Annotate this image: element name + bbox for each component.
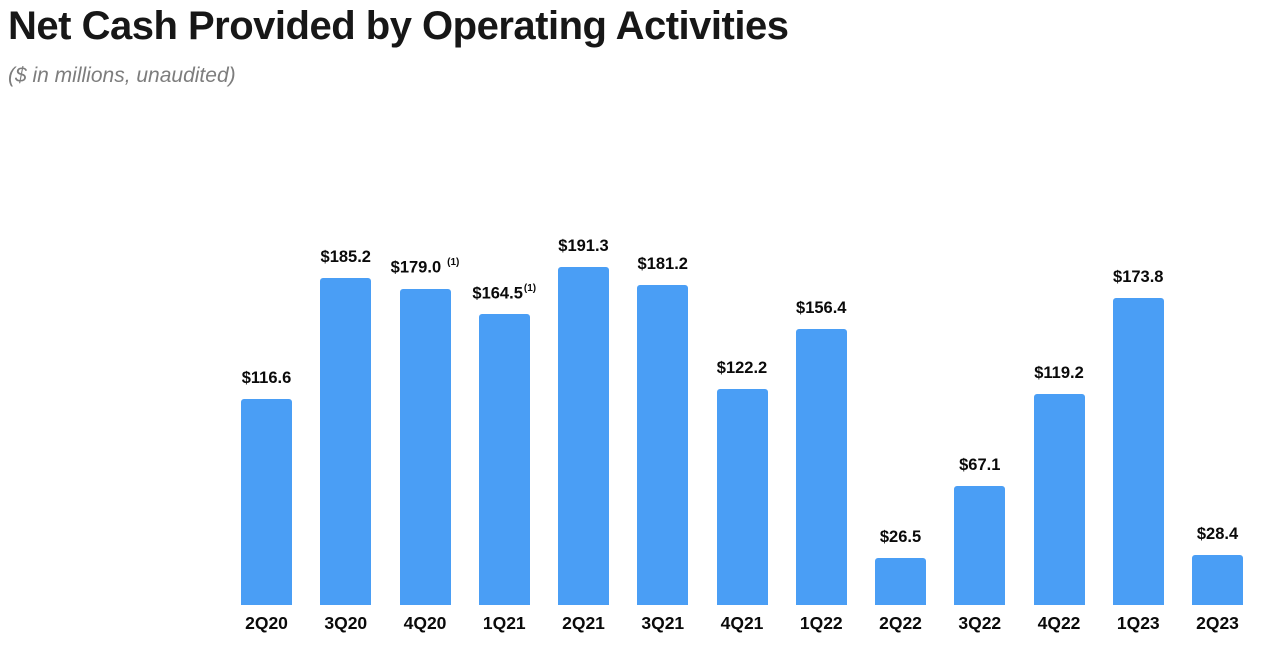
footnote-marker: (1) <box>447 257 460 269</box>
bar <box>558 267 609 605</box>
footnote-marker: (1) <box>523 282 537 294</box>
bar-value-label: $191.3 <box>558 237 609 256</box>
x-axis-label: 4Q22 <box>1037 613 1081 633</box>
x-axis: 2Q20 3Q20 4Q20 1Q21 2Q21 3Q21 4Q21 1Q22 2Q22 3Q22… <box>241 613 1243 634</box>
bar-column-1Q21: $164.5(1) <box>472 283 536 605</box>
bar-column-1Q23: $173.8 <box>1112 267 1164 605</box>
x-axis-label: 3Q20 <box>324 613 368 633</box>
bar <box>795 328 847 605</box>
bar <box>875 558 926 605</box>
bar-column-1Q22: $156.4 <box>795 298 847 605</box>
bar <box>241 399 292 605</box>
bar-column-4Q22: $119.2 <box>1033 364 1085 605</box>
bar-value-label: $28.4 <box>1196 524 1239 543</box>
bar-column-4Q21: $122.2 <box>716 359 768 605</box>
bar-value-label: $67.1 <box>959 456 1001 475</box>
bar <box>478 314 530 605</box>
bar-value-label: $156.4 <box>796 298 847 317</box>
bar-value-label: $185.2 <box>320 247 371 266</box>
bar <box>1112 297 1164 605</box>
bar-value-label: $119.2 <box>1034 364 1084 383</box>
bar-column-3Q22: $67.1 <box>954 456 1006 605</box>
x-axis-label: 2Q22 <box>879 613 922 633</box>
x-axis-label: 4Q21 <box>720 613 764 633</box>
bar-value-label: $173.8 <box>1113 267 1164 286</box>
x-axis-label: 2Q21 <box>562 613 605 633</box>
bar <box>637 284 689 605</box>
bar <box>320 277 372 605</box>
bar-column-2Q22: $26.5 <box>875 528 926 605</box>
bar-column-3Q21: $181.2 <box>637 254 689 605</box>
x-axis-label: 4Q20 <box>403 613 447 633</box>
bar <box>716 389 768 605</box>
bar-value-label: $179.0 (1) <box>390 257 460 277</box>
bar-value-label: $26.5 <box>879 528 922 547</box>
bar <box>1192 554 1243 605</box>
bar-column-2Q21: $191.3 <box>558 237 609 605</box>
x-axis-label: 3Q22 <box>958 613 1002 633</box>
bar <box>954 486 1006 605</box>
x-axis-label: 1Q22 <box>799 613 843 633</box>
bar <box>1033 394 1085 605</box>
bar-column-2Q20: $116.6 <box>241 369 292 605</box>
chart-title: Net Cash Provided by Operating Activitie… <box>8 4 789 48</box>
x-axis-label: 2Q20 <box>245 613 288 633</box>
chart-subtitle: ($ in millions, unaudited) <box>8 64 236 87</box>
x-axis-label: 3Q21 <box>641 613 685 633</box>
bar-column-3Q20: $185.2 <box>320 247 372 605</box>
bar-value-label: $164.5(1) <box>472 282 537 303</box>
bar-value-label: $122.2 <box>716 359 768 378</box>
bar <box>399 288 451 605</box>
x-axis-label: 2Q23 <box>1196 613 1239 633</box>
x-axis-label: 1Q21 <box>482 613 526 633</box>
bar-column-4Q20: $179.0 (1) <box>391 257 459 605</box>
bar-chart-plot-area: $116.6 $185.2 $179.0 (1) $164.5(1) $191.3 $181… <box>241 175 1243 605</box>
bar-value-label: $181.2 <box>637 254 688 273</box>
bar-column-2Q23: $28.4 <box>1192 525 1243 605</box>
x-axis-label: 1Q23 <box>1116 613 1160 633</box>
bar-value-label: $116.6 <box>241 369 292 388</box>
